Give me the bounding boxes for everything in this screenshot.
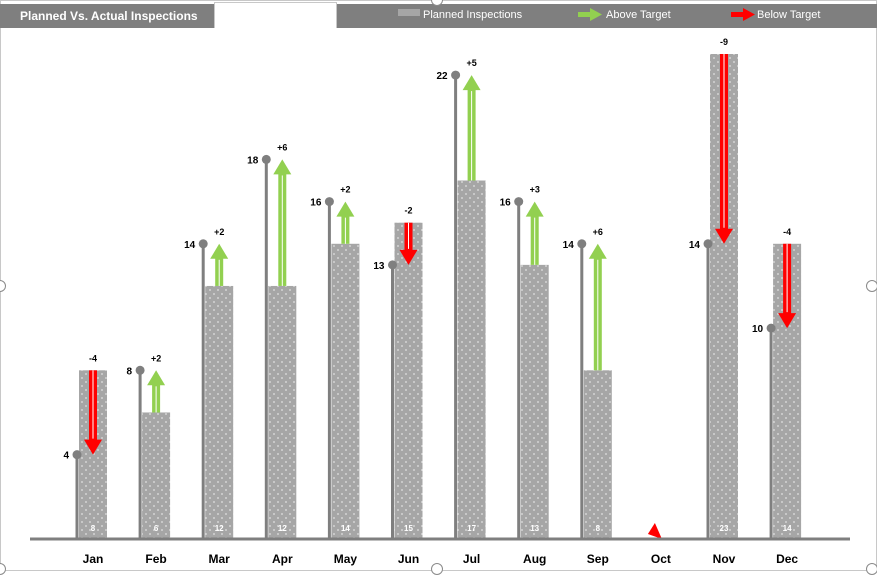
planned-bar-sep (583, 370, 612, 539)
variance-label-may: +2 (340, 185, 350, 195)
actual-dot-jan (72, 450, 82, 460)
planned-bar-feb (142, 412, 171, 539)
x-tick-label-apr: Apr (272, 552, 293, 566)
planned-value-label-mar: 12 (215, 524, 224, 533)
planned-value-label-feb: 6 (154, 524, 159, 533)
x-tick-label-may: May (334, 552, 358, 566)
planned-bar-jun (394, 222, 423, 539)
actual-value-label-sep: 14 (563, 240, 575, 251)
planned-value-label-apr: 12 (278, 524, 287, 533)
actual-dot-nov (703, 239, 713, 249)
above-arrow-head-sep (588, 243, 607, 259)
below-arrow-head-jun (399, 249, 418, 265)
planned-value-label-jun: 15 (404, 524, 413, 533)
actual-value-label-jun: 13 (373, 261, 385, 272)
above-arrow-head-mar (210, 243, 229, 259)
planned-bar-mar (205, 285, 234, 539)
x-tick-label-dec: Dec (776, 552, 798, 566)
above-arrow-head-apr (273, 159, 292, 175)
variance-label-jun: -2 (404, 206, 412, 216)
variance-label-feb: +2 (151, 353, 161, 363)
legend-planned-swatch (398, 9, 420, 16)
empty-month-marker-oct (647, 523, 662, 539)
actual-value-label-apr: 18 (247, 155, 259, 166)
planned-bar-may (331, 243, 360, 540)
legend-below-label: Below Target (757, 9, 821, 21)
x-tick-label-nov: Nov (713, 552, 736, 566)
actual-value-label-dec: 10 (752, 324, 764, 335)
resize-handle-bottom-right[interactable] (866, 563, 877, 575)
actual-dot-may (324, 197, 334, 207)
above-arrow-head-feb (147, 370, 166, 386)
x-tick-label-aug: Aug (523, 552, 546, 566)
above-arrow-head-aug (525, 201, 544, 217)
actual-dot-mar (198, 239, 208, 249)
resize-handle-bottom[interactable] (431, 563, 443, 575)
variance-label-apr: +6 (277, 142, 287, 152)
x-tick-label-sep: Sep (587, 552, 609, 566)
planned-value-label-may: 14 (341, 524, 350, 533)
actual-value-label-nov: 14 (689, 240, 701, 251)
actual-dot-jul (451, 70, 461, 80)
actual-dot-feb (135, 365, 145, 375)
actual-value-label-mar: 14 (184, 240, 196, 251)
planned-value-label-dec: 14 (783, 524, 792, 533)
actual-dot-sep (577, 239, 587, 249)
actual-value-label-may: 16 (310, 198, 322, 209)
below-arrow-head-nov (715, 228, 733, 244)
planned-bar-jul (457, 180, 486, 540)
variance-label-jul: +5 (466, 58, 476, 68)
above-arrow-head-jul (462, 75, 481, 91)
variance-label-nov: -9 (720, 37, 728, 47)
actual-dot-apr (261, 154, 271, 164)
resize-handle-right[interactable] (866, 280, 877, 292)
actual-value-label-feb: 8 (127, 366, 133, 377)
actual-value-label-jan: 4 (63, 451, 69, 462)
planned-value-label-jan: 8 (91, 524, 96, 533)
below-arrow-head-dec (778, 313, 797, 329)
legend-above-label: Above Target (606, 9, 671, 21)
planned-bar-aug (520, 264, 549, 539)
x-tick-label-feb: Feb (145, 552, 166, 566)
x-tick-label-mar: Mar (209, 552, 231, 566)
actual-dot-dec (766, 323, 776, 333)
title-tab-gap (214, 2, 337, 28)
planned-value-label-aug: 13 (530, 524, 539, 533)
planned-value-label-sep: 8 (596, 524, 601, 533)
planned-bar-apr (268, 285, 297, 539)
x-tick-label-jul: Jul (463, 552, 480, 566)
variance-label-jan: -4 (89, 353, 97, 363)
variance-label-aug: +3 (530, 185, 540, 195)
variance-label-dec: -4 (783, 227, 791, 237)
actual-value-label-jul: 22 (436, 71, 448, 82)
legend-planned-label: Planned Inspections (423, 9, 523, 21)
planned-value-label-jul: 17 (467, 524, 476, 533)
chart-title: Planned Vs. Actual Inspections (0, 4, 214, 28)
x-tick-label-jun: Jun (398, 552, 419, 566)
actual-dot-jun (388, 260, 397, 270)
actual-value-label-aug: 16 (500, 198, 512, 209)
x-tick-label-oct: Oct (651, 552, 671, 566)
above-arrow-head-may (336, 201, 355, 217)
planned-value-label-nov: 23 (720, 524, 729, 533)
below-arrow-head-jan (84, 439, 102, 455)
actual-dot-aug (514, 197, 524, 207)
variance-label-sep: +6 (593, 227, 603, 237)
x-tick-label-jan: Jan (83, 552, 104, 566)
variance-label-mar: +2 (214, 227, 224, 237)
